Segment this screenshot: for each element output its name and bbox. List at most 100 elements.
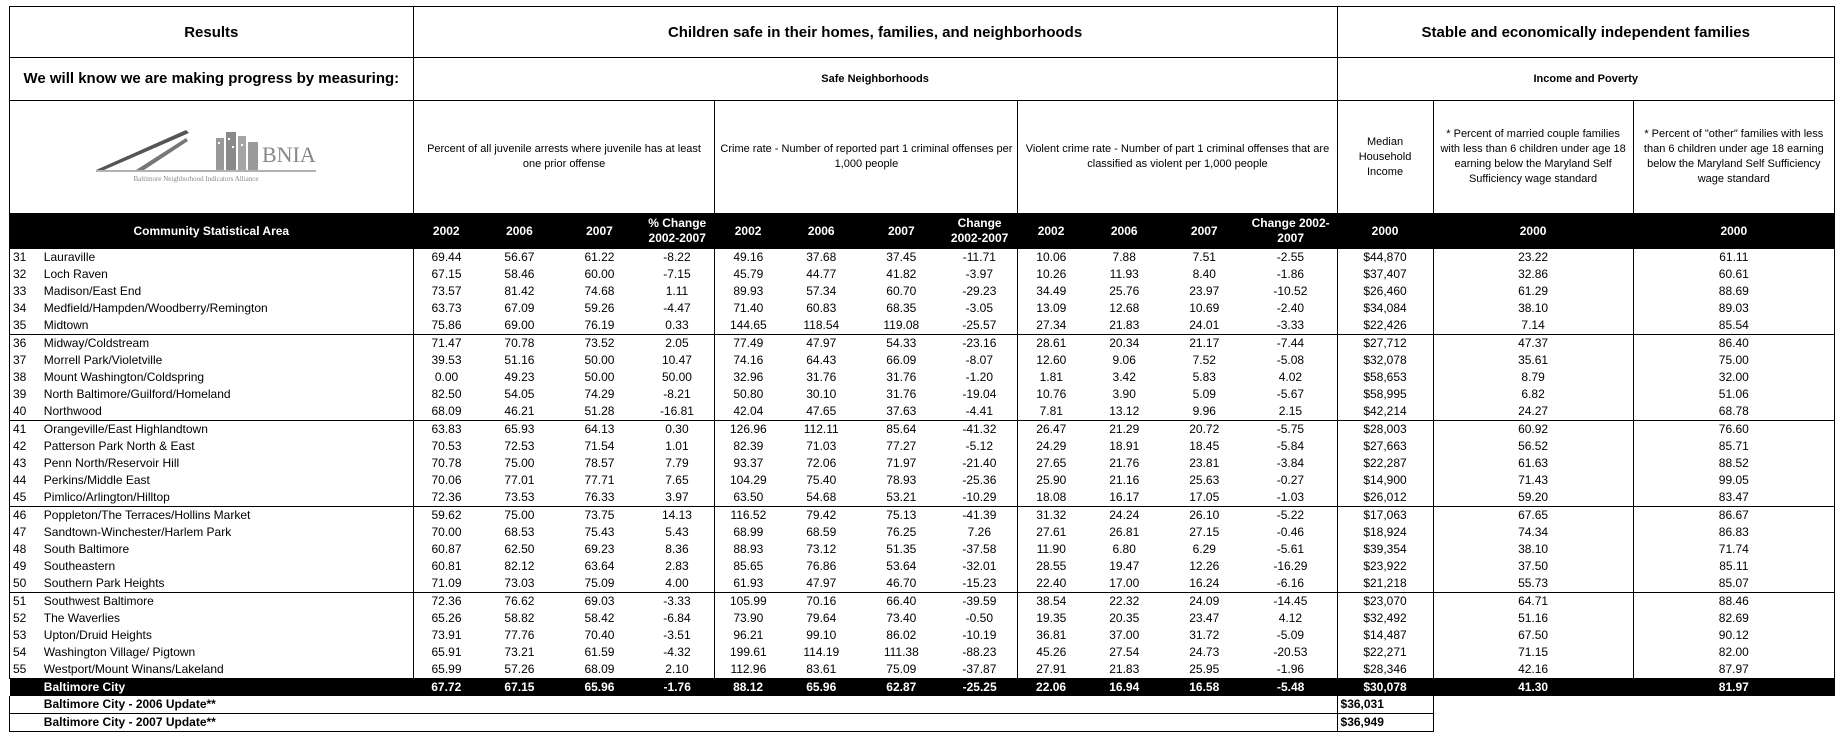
cell-violent-2007: 7.51: [1164, 248, 1245, 266]
cell-violent-2007: 5.83: [1192, 370, 1216, 384]
cell-juv-2002: 82.50: [412, 386, 480, 403]
cell-violent-2002: 18.08: [1017, 489, 1085, 507]
cell-violent-2002: 10.26: [1017, 266, 1085, 283]
cell-csa-number: 39: [8, 386, 44, 403]
cell-juv-2006: 75.00: [479, 506, 560, 524]
cell-juv-2007: 60.00: [584, 267, 615, 281]
cell-crime-2007: 78.93: [886, 473, 917, 487]
cell-crime-2002: 50.80: [714, 386, 782, 403]
cell-crime-2006: 79.64: [806, 611, 837, 625]
cell-violent-2002: 28.61: [1017, 334, 1085, 352]
cell-crime-2007: 75.09: [861, 661, 942, 679]
cell-violent-2006: 11.93: [1109, 267, 1139, 281]
table-row: 48 South Baltimore 60.87 62.50 69.23 8.36 88.9…: [8, 541, 1836, 558]
cell-csa-number: 36: [8, 334, 44, 352]
cell-other-pct-2000: 88.52: [1632, 455, 1836, 472]
cell-crime-2007: 111.38: [883, 645, 919, 659]
cell-juv-2006: 77.01: [504, 473, 535, 487]
cell-other-pct-2000: 68.78: [1632, 403, 1836, 421]
cell-violent-2007: 23.97: [1189, 284, 1220, 298]
cell-juv-2006: 70.78: [479, 334, 560, 352]
cell-juv-pct-change: 0.30: [639, 420, 715, 438]
cell-juv-2002: 65.99: [412, 661, 480, 679]
cell-crime-2002: 96.21: [714, 627, 782, 644]
total-juv-2007: 65.96: [559, 678, 640, 696]
cell-crime-2007: 71.97: [886, 456, 917, 470]
cell-violent-2007: 26.10: [1164, 506, 1245, 524]
cell-juv-2002: 65.26: [412, 610, 480, 627]
table-row: 50 Southern Park Heights 71.09 73.03 75.09 4.…: [8, 575, 1836, 593]
cell-median-income-2000: $32,078: [1336, 352, 1434, 369]
cell-married-pct-2000: 42.16: [1432, 661, 1634, 679]
cell-crime-2006: 118.54: [803, 318, 840, 332]
cell-crime-2007: 41.82: [886, 267, 917, 281]
cell-csa-name: Midway/Coldstream: [43, 334, 414, 352]
cell-crime-2007: 37.45: [861, 248, 942, 266]
cell-other-pct-2000: 82.69: [1632, 610, 1836, 627]
cell-married-pct-2000: 24.27: [1432, 403, 1634, 421]
table-row: 40 Northwood 68.09 46.21 51.28 -16.81 42.04 47.…: [8, 403, 1836, 421]
cell-csa-name: Northwood: [43, 404, 102, 418]
cell-crime-change: -41.39: [941, 506, 1018, 524]
cell-violent-2007: 27.15: [1189, 525, 1220, 539]
cell-other-pct-2000: 85.07: [1632, 575, 1836, 593]
cell-csa-name: Patterson Park North & East: [43, 439, 195, 453]
cell-juv-2002: 68.09: [412, 403, 480, 421]
cell-csa-number: 42: [8, 438, 44, 455]
cell-violent-2006: 37.00: [1109, 628, 1140, 642]
cell-juv-pct-change: 10.47: [661, 353, 692, 367]
cell-violent-change: 4.02: [1278, 370, 1303, 384]
indicator-juvenile-arrests: Percent of all juvenile arrests where ju…: [412, 100, 716, 214]
cell-crime-2006: 76.86: [806, 559, 837, 573]
cell-juv-2007: 50.00: [584, 353, 615, 367]
header-row-results: Results Children safe in their homes, fa…: [9, 6, 1836, 58]
cell-crime-2007: 75.13: [861, 506, 942, 524]
cell-married-pct-2000: 71.15: [1432, 644, 1634, 661]
cell-violent-2002: 7.81: [1017, 403, 1085, 421]
cell-csa-number: 45: [8, 489, 44, 507]
cell-crime-change: -25.36: [962, 473, 997, 487]
indicator-other-families: * Percent of "other" families with less …: [1632, 100, 1836, 214]
cell-juv-2002: 63.83: [412, 420, 480, 438]
cell-crime-change: -5.12: [965, 439, 994, 453]
cell-violent-2006: 22.32: [1084, 592, 1165, 610]
cell-violent-2007: 23.47: [1189, 611, 1220, 625]
cell-crime-2007: 66.09: [886, 353, 917, 367]
table-row: 52 The Waverlies 65.26 58.82 58.42 -6.84 73.90…: [8, 610, 1836, 627]
cell-juv-2007: 74.29: [584, 387, 615, 401]
cell-violent-2007: 23.81: [1189, 456, 1220, 470]
cell-violent-2006: 3.90: [1112, 387, 1136, 401]
cell-crime-change: -41.32: [941, 420, 1018, 438]
cell-juv-2006: 81.42: [504, 284, 535, 298]
cell-juv-2007: 73.52: [559, 334, 640, 352]
income-poverty-heading: Income and Poverty: [1336, 57, 1836, 101]
update-value: $36,949: [1336, 713, 1434, 732]
cell-violent-2002: 31.32: [1017, 506, 1085, 524]
cell-crime-2006: 71.03: [806, 439, 837, 453]
cell-juv-2006: 82.12: [504, 559, 535, 573]
cell-juv-pct-change: 7.65: [665, 473, 689, 487]
cell-median-income-2000: $21,218: [1336, 575, 1434, 593]
cell-crime-2007: 76.25: [886, 525, 917, 539]
cell-juv-pct-change: -4.47: [663, 301, 691, 315]
total-violent-2007: 16.58: [1164, 678, 1245, 696]
cell-csa-number: 54: [8, 644, 44, 661]
total-label: Baltimore City: [43, 678, 414, 696]
cell-juv-pct-change: 3.97: [665, 490, 689, 504]
cell-other-pct-2000: 88.46: [1632, 592, 1836, 610]
table-row: 47 Sandtown-Winchester/Harlem Park 70.00 68…: [8, 524, 1836, 541]
cell-violent-2006: 7.88: [1084, 248, 1165, 266]
cell-crime-2006: 31.76: [806, 370, 837, 384]
cell-violent-2006: 25.76: [1109, 284, 1140, 298]
total-crime-2006: 65.96: [781, 678, 862, 696]
cell-other-pct-2000: 71.74: [1632, 541, 1836, 558]
cell-crime-2002: 68.99: [714, 524, 782, 541]
cell-crime-2006: 30.10: [806, 387, 837, 401]
cell-csa-name: Madison/East End: [43, 284, 142, 298]
cell-married-pct-2000: 61.63: [1432, 455, 1634, 472]
cell-crime-2002: 42.04: [714, 403, 782, 421]
cell-median-income-2000: $28,346: [1336, 661, 1434, 679]
cell-other-pct-2000: 76.60: [1632, 420, 1836, 438]
cell-crime-2002: 199.61: [714, 644, 782, 661]
cell-other-pct-2000: 90.12: [1632, 627, 1836, 644]
